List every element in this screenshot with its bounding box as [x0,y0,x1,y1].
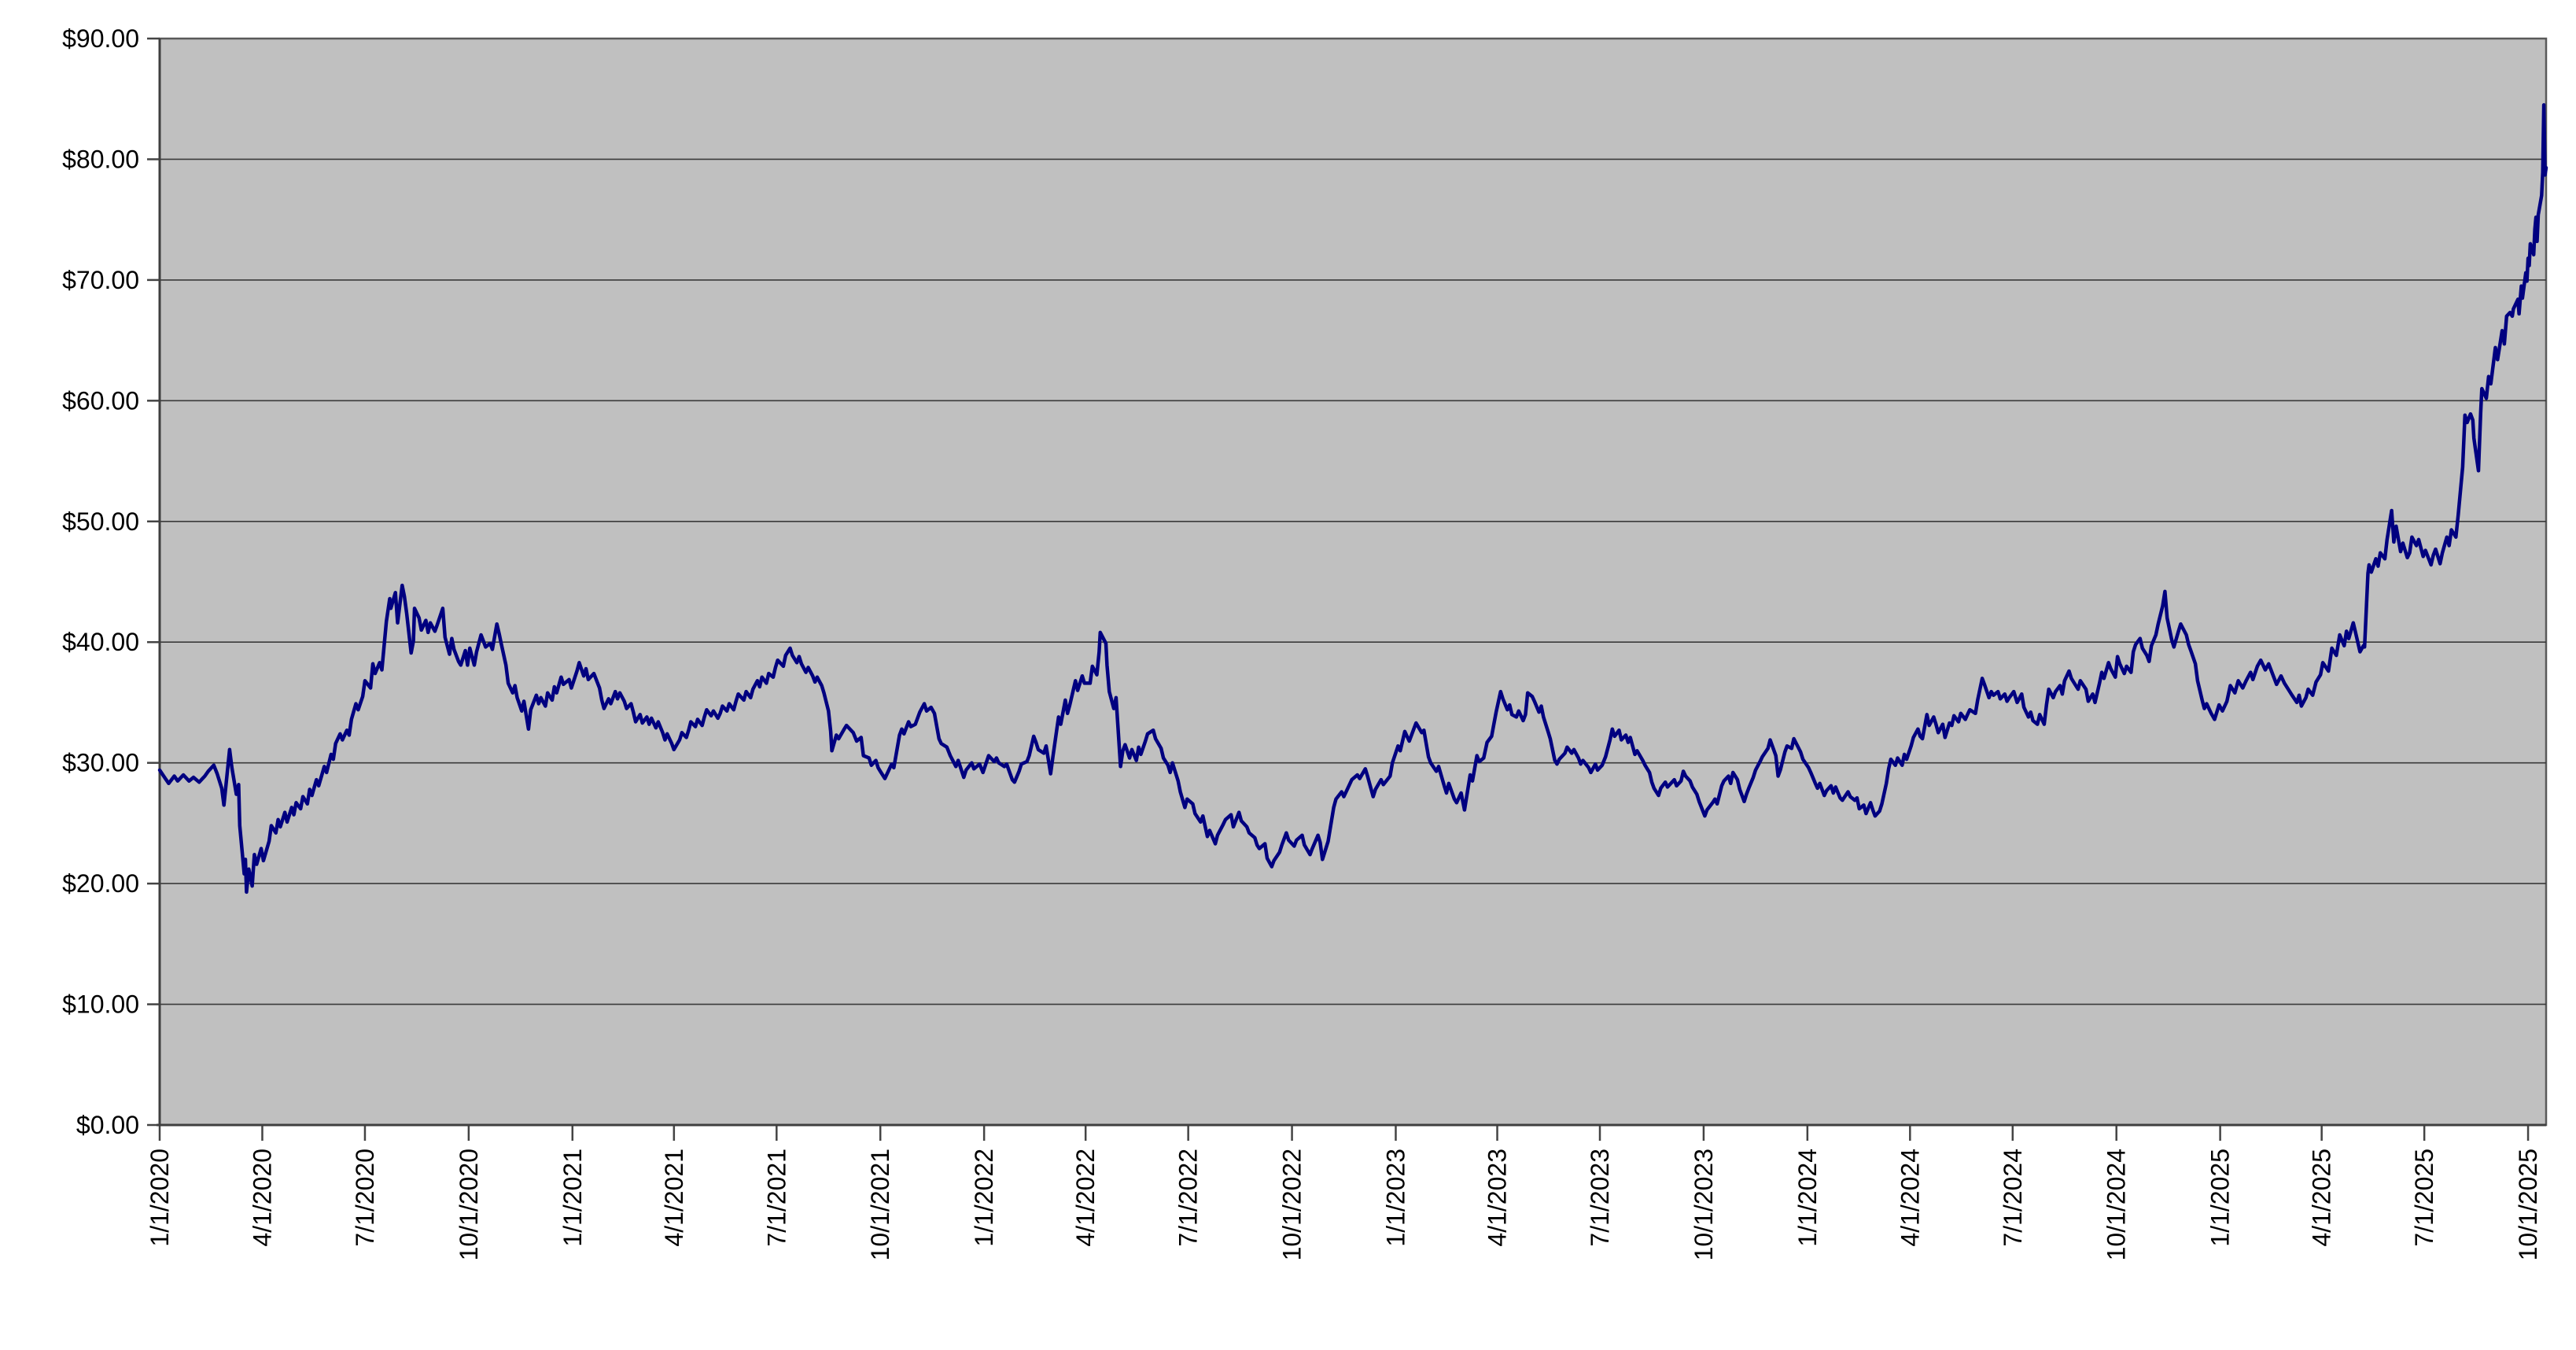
price-series-line [157,103,2548,894]
x-axis-label: 4/1/2022 [1071,1149,1100,1247]
x-axis-label: 4/1/2020 [248,1149,276,1247]
y-axis-label: $20.00 [62,869,139,898]
y-axis-label: $50.00 [62,507,139,536]
x-axis-label: 4/1/2021 [660,1149,688,1247]
x-axis-label: 1/1/2025 [2206,1149,2235,1247]
x-axis-label: 10/1/2020 [455,1149,483,1260]
y-axis-label: $10.00 [62,990,139,1019]
x-axis-label: 4/1/2023 [1483,1149,1512,1247]
x-axis-label: 1/1/2020 [146,1149,174,1247]
x-axis-label: 10/1/2024 [2102,1149,2131,1260]
y-axis-label: $70.00 [62,266,139,294]
y-axis-label: $60.00 [62,386,139,415]
y-axis-label: $0.00 [76,1111,139,1139]
x-axis-label: 7/1/2023 [1586,1149,1614,1247]
x-axis-label: 10/1/2021 [866,1149,894,1260]
x-axis-label: 1/1/2023 [1381,1149,1410,1247]
y-axis-label: $90.00 [62,24,139,53]
x-axis-label: 7/1/2020 [351,1149,379,1247]
x-axis-label: 7/1/2025 [2410,1149,2438,1247]
x-axis-label: 10/1/2022 [1278,1149,1306,1260]
x-axis-label: 1/1/2024 [1793,1149,1822,1247]
x-axis-label: 4/1/2025 [2308,1149,2336,1247]
x-axis-label: 1/1/2021 [558,1149,587,1247]
plot-area [158,37,2548,1127]
x-axis-label: 1/1/2022 [970,1149,998,1247]
x-axis-label: 7/1/2021 [762,1149,790,1247]
x-axis-label: 7/1/2024 [1999,1149,2027,1247]
x-axis-label: 10/1/2025 [2514,1149,2542,1260]
y-axis-label: $80.00 [62,145,139,173]
y-axis-label: $30.00 [62,749,139,777]
x-axis-label: 7/1/2022 [1174,1149,1203,1247]
y-axis-label: $40.00 [62,628,139,656]
x-axis-label: 10/1/2023 [1690,1149,1718,1260]
x-axis-label: 4/1/2024 [1896,1149,1924,1247]
